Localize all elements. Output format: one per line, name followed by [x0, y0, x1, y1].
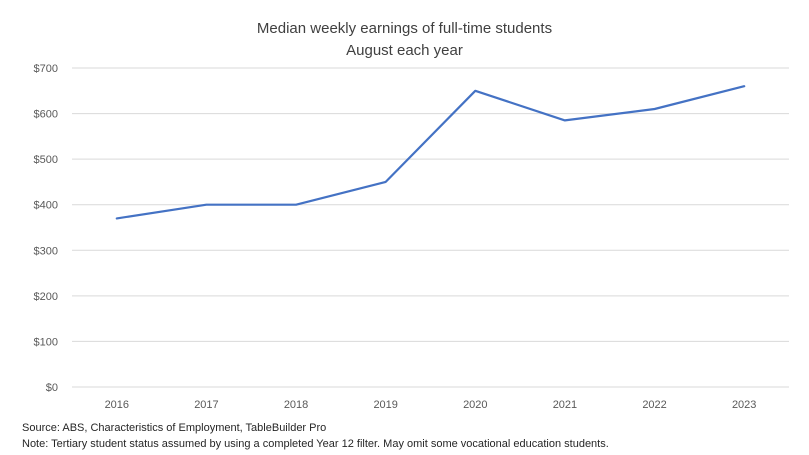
chart-footer: Source: ABS, Characteristics of Employme… — [22, 420, 802, 452]
x-axis-label: 2022 — [642, 399, 666, 411]
x-axis-label: 2023 — [732, 399, 756, 411]
chart-title-line2: August each year — [346, 42, 463, 59]
y-axis-label: $200 — [34, 291, 58, 303]
y-axis-label: $500 — [34, 154, 58, 166]
x-axis-label: 2018 — [284, 399, 308, 411]
x-axis-label: 2019 — [373, 399, 397, 411]
chart-title: Median weekly earnings of full-time stud… — [0, 18, 809, 62]
y-axis-label: $0 — [46, 382, 58, 394]
x-axis-label: 2016 — [105, 399, 129, 411]
source-text: Source: ABS, Characteristics of Employme… — [22, 422, 327, 434]
y-axis-label: $600 — [34, 109, 58, 121]
chart-title-line1: Median weekly earnings of full-time stud… — [256, 20, 553, 37]
x-axis-label: 2020 — [463, 399, 487, 411]
earnings-line-series — [115, 85, 746, 220]
x-axis-label: 2017 — [194, 399, 218, 411]
note-text: Note: Tertiary student status assumed by… — [22, 438, 609, 450]
x-axis-label: 2021 — [553, 399, 577, 411]
y-axis-label: $400 — [34, 200, 58, 212]
y-axis-label: $300 — [34, 245, 58, 257]
y-axis-label: $100 — [34, 336, 58, 348]
y-axis-label: $700 — [34, 63, 58, 75]
